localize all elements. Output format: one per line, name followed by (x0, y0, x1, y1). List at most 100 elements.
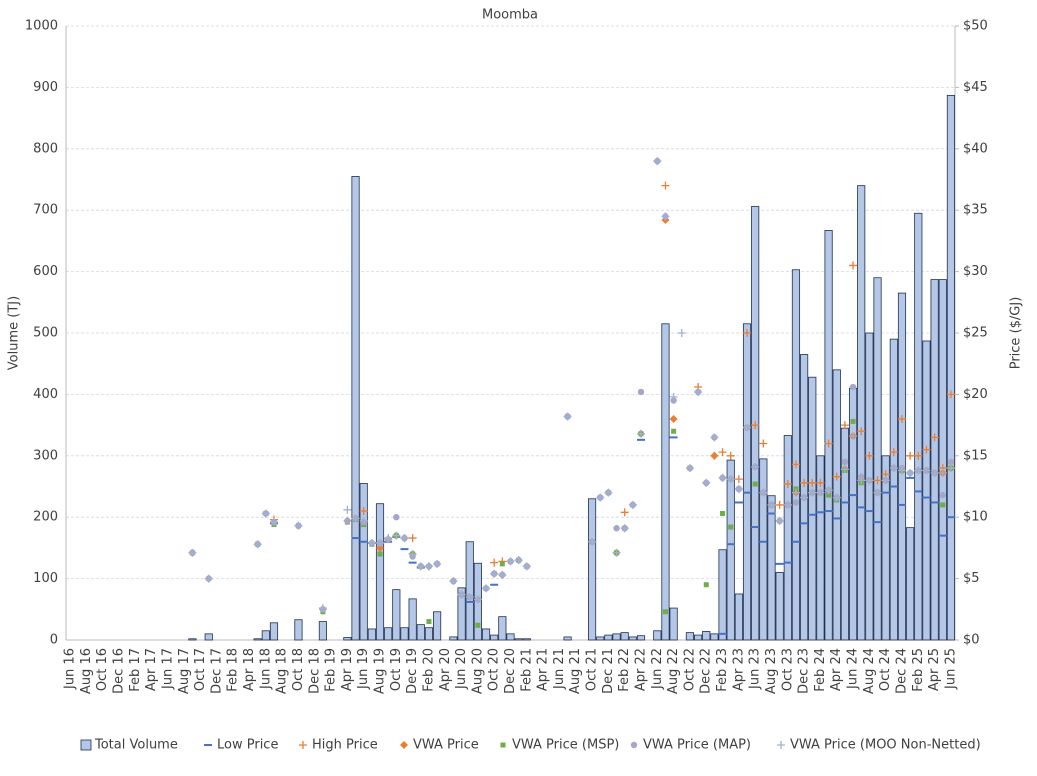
bar (791, 269, 801, 641)
circle-marker (393, 514, 400, 521)
legend-label: VWA Price (MSP) (512, 738, 619, 753)
plus-marker (751, 421, 760, 430)
plus-marker (816, 488, 825, 497)
y2-tick-label: $5 (963, 571, 980, 586)
plus-marker (751, 462, 760, 471)
plus-marker (938, 468, 947, 477)
y-axis-label: Volume (TJ) (7, 296, 22, 370)
legend-marker (500, 742, 506, 748)
plus-marker (318, 604, 327, 613)
square-marker (720, 511, 726, 517)
plus-marker (791, 488, 800, 497)
plus-marker (897, 414, 906, 423)
x-tick-label: Dec 20 (503, 648, 518, 694)
bar (726, 459, 735, 641)
bar (922, 340, 931, 641)
bar (824, 230, 833, 641)
plus-marker (269, 518, 278, 527)
x-tick-label: Dec 16 (112, 648, 127, 694)
x-tick-label: Oct 16 (95, 648, 110, 691)
bar (424, 627, 434, 641)
x-tick-label: Jun 22 (650, 648, 665, 690)
x-tick-label: Oct 23 (780, 648, 795, 691)
y-tick-label: 200 (33, 510, 58, 525)
plus-marker (433, 559, 442, 568)
circle-marker (637, 388, 645, 396)
circle-marker (613, 525, 620, 532)
plus-marker (359, 516, 368, 525)
plus-marker (620, 508, 629, 517)
y2-tick-label: $15 (963, 448, 988, 463)
plus-marker (457, 590, 466, 599)
bar (906, 527, 915, 641)
plus-marker (490, 558, 499, 567)
plus-marker (343, 505, 352, 514)
plus-marker (922, 466, 931, 475)
x-tick-label: Apr 24 (829, 648, 844, 691)
plus-marker (628, 500, 637, 509)
bar (457, 587, 466, 641)
square-marker (475, 622, 481, 628)
bar (490, 634, 499, 641)
plus-marker (188, 548, 197, 557)
plus-marker (930, 433, 939, 442)
x-tick-label: Feb 24 (813, 648, 828, 692)
bar (351, 176, 360, 641)
bar (848, 387, 858, 641)
plus-marker (392, 531, 401, 540)
circle-marker (792, 499, 800, 506)
x-tick-label: Aug 16 (79, 648, 94, 694)
plus-marker (808, 488, 817, 497)
x-tick-label: Aug 18 (275, 648, 290, 694)
square-marker (752, 481, 758, 487)
y-tick-label: 300 (33, 448, 58, 463)
square-marker (703, 582, 709, 588)
x-tick-label: Jun 21 (552, 648, 567, 690)
y2-tick-label: $20 (963, 387, 988, 402)
y2-tick-label: $10 (963, 510, 988, 525)
x-tick-label: Dec 22 (699, 648, 714, 694)
square-marker (426, 619, 432, 625)
plus-marker (726, 475, 735, 484)
x-tick-label: Oct 19 (389, 648, 404, 691)
bar (367, 628, 376, 641)
bar (408, 598, 417, 641)
x-tick-label: Feb 18 (226, 648, 241, 692)
y-tick-label: 100 (33, 571, 58, 586)
plus-marker (465, 593, 474, 602)
square-marker (940, 502, 946, 508)
x-tick-label: Feb 23 (715, 648, 730, 692)
bar (718, 549, 727, 641)
plus-marker (376, 538, 385, 547)
plus-marker (840, 421, 849, 430)
circle-marker (947, 458, 955, 466)
plus-marker (857, 427, 866, 436)
x-tick-label: Oct 17 (193, 648, 208, 691)
bar (563, 636, 572, 641)
bar (914, 212, 923, 641)
y2-tick-label: $50 (963, 19, 988, 34)
plus-marker (710, 433, 719, 442)
bar (832, 369, 841, 641)
x-tick-label: Jun 23 (748, 648, 763, 690)
plus-marker (946, 464, 955, 473)
plus-marker (612, 548, 621, 557)
circle-marker (344, 517, 351, 525)
plus-marker (734, 475, 743, 484)
plus-marker (816, 478, 825, 487)
x-tick-label: Apr 19 (340, 648, 355, 691)
plus-marker (775, 500, 784, 509)
plus-marker (669, 392, 678, 401)
bar (783, 435, 792, 641)
plus-marker (400, 534, 409, 543)
legend-label: VWA Price (MAP) (643, 738, 751, 753)
plus-marker (808, 478, 817, 487)
legend-label: Low Price (217, 738, 278, 753)
bar (375, 503, 385, 641)
plus-marker (596, 493, 605, 502)
bar (384, 627, 393, 641)
bar (946, 94, 955, 641)
plus-marker (661, 212, 670, 221)
y-tick-label: 500 (33, 326, 58, 341)
bar (873, 277, 882, 641)
